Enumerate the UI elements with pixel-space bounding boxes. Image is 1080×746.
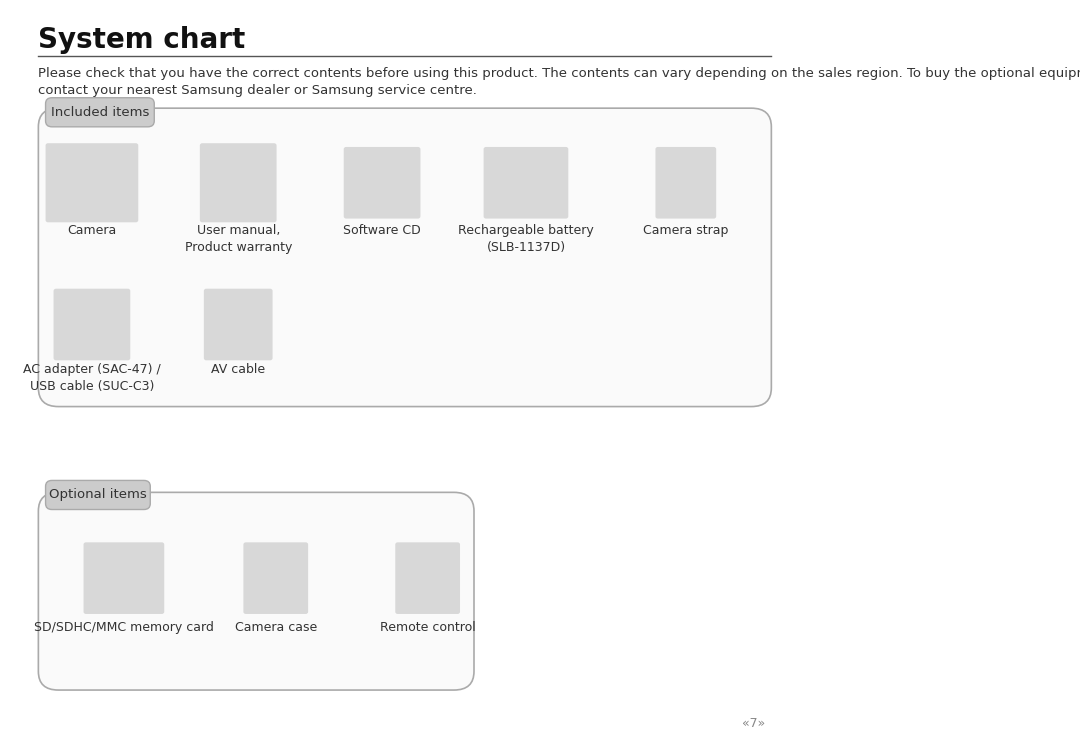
Text: Please check that you have the correct contents before using this product. The c: Please check that you have the correct c… bbox=[39, 67, 1080, 80]
Text: SD/SDHC/MMC memory card: SD/SDHC/MMC memory card bbox=[33, 621, 214, 633]
Text: contact your nearest Samsung dealer or Samsung service centre.: contact your nearest Samsung dealer or S… bbox=[39, 84, 477, 96]
FancyBboxPatch shape bbox=[83, 542, 164, 614]
FancyBboxPatch shape bbox=[200, 143, 276, 222]
FancyBboxPatch shape bbox=[204, 289, 272, 360]
Text: AV cable: AV cable bbox=[211, 363, 266, 376]
Text: (SLB-1137D): (SLB-1137D) bbox=[486, 241, 566, 254]
FancyBboxPatch shape bbox=[243, 542, 308, 614]
FancyBboxPatch shape bbox=[484, 147, 568, 219]
Text: USB cable (SUC-C3): USB cable (SUC-C3) bbox=[30, 380, 154, 393]
Text: Rechargeable battery: Rechargeable battery bbox=[458, 224, 594, 236]
FancyBboxPatch shape bbox=[39, 492, 474, 690]
Text: Product warranty: Product warranty bbox=[185, 241, 292, 254]
FancyBboxPatch shape bbox=[54, 289, 131, 360]
FancyBboxPatch shape bbox=[656, 147, 716, 219]
Text: AC adapter (SAC-47) /: AC adapter (SAC-47) / bbox=[23, 363, 161, 376]
Text: «7»: «7» bbox=[742, 717, 765, 730]
FancyBboxPatch shape bbox=[395, 542, 460, 614]
FancyBboxPatch shape bbox=[45, 143, 138, 222]
FancyBboxPatch shape bbox=[39, 108, 771, 407]
FancyBboxPatch shape bbox=[45, 98, 154, 127]
Text: Camera strap: Camera strap bbox=[643, 224, 729, 236]
FancyBboxPatch shape bbox=[343, 147, 420, 219]
Text: Included items: Included items bbox=[51, 106, 149, 119]
Text: Camera case: Camera case bbox=[234, 621, 316, 633]
Text: Software CD: Software CD bbox=[343, 224, 421, 236]
Text: Remote control: Remote control bbox=[380, 621, 475, 633]
Text: Optional items: Optional items bbox=[49, 489, 147, 501]
Text: User manual,: User manual, bbox=[197, 224, 280, 236]
FancyBboxPatch shape bbox=[45, 480, 150, 510]
Text: System chart: System chart bbox=[39, 26, 245, 54]
Text: Camera: Camera bbox=[67, 224, 117, 236]
